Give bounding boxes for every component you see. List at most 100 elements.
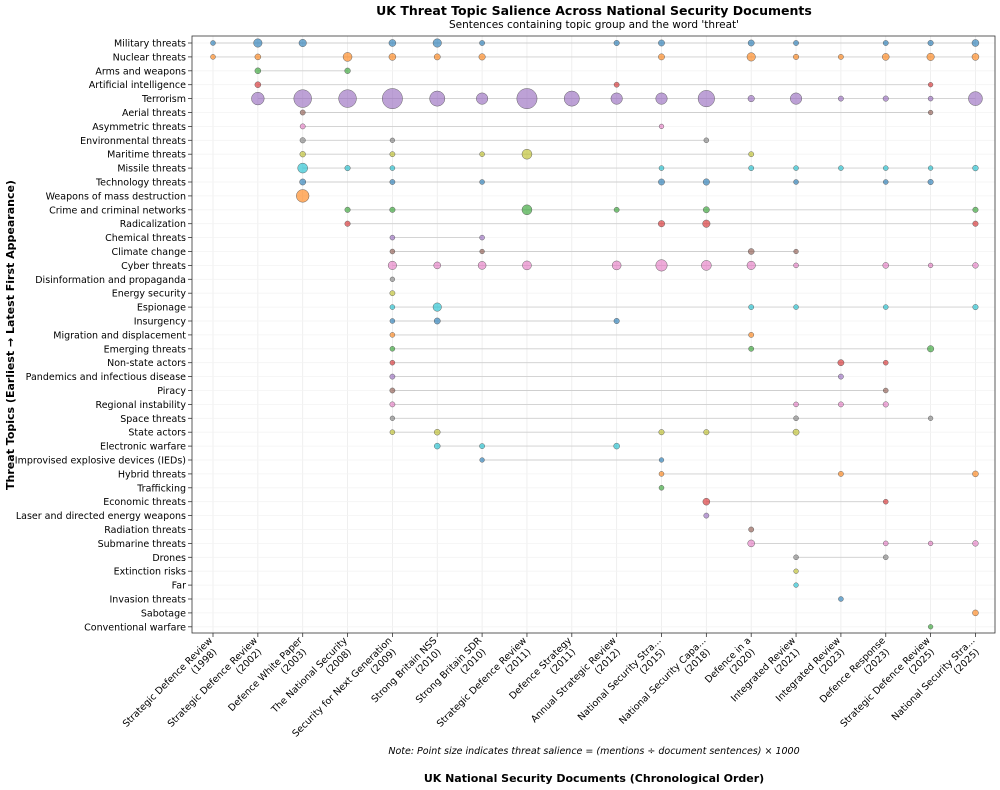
y-tick-label: State actors — [128, 428, 186, 439]
data-point — [479, 179, 485, 185]
data-point — [927, 262, 934, 268]
y-tick-label: Emerging threats — [104, 344, 186, 355]
y-tick-label: Artificial intelligence — [89, 80, 186, 91]
data-point — [253, 38, 263, 48]
data-point — [882, 262, 889, 269]
data-point — [338, 89, 357, 108]
data-point — [927, 95, 934, 102]
data-point — [389, 304, 396, 310]
y-tick-label: Crime and criminal networks — [49, 205, 186, 216]
data-point — [387, 260, 397, 270]
data-point — [972, 304, 979, 311]
data-point — [927, 415, 934, 421]
data-point — [746, 260, 756, 270]
y-tick-label: Weapons of mass destruction — [46, 191, 186, 202]
data-point — [254, 81, 262, 88]
data-point — [927, 624, 934, 630]
y-tick-label: Submarine threats — [98, 539, 186, 550]
data-point — [389, 346, 396, 352]
data-point — [429, 90, 446, 107]
data-point — [703, 429, 710, 436]
data-point — [389, 276, 395, 282]
data-point — [927, 40, 934, 46]
data-point — [210, 40, 216, 46]
data-point — [927, 540, 934, 547]
data-point — [790, 92, 803, 105]
data-point — [972, 609, 979, 617]
data-point — [883, 359, 889, 366]
x-tick-label-name: National Security Capa... — [617, 635, 708, 726]
data-point — [972, 470, 979, 478]
data-point — [927, 165, 934, 171]
data-point — [793, 554, 799, 561]
y-tick-label: Insurgency — [134, 317, 187, 328]
data-point — [658, 123, 665, 130]
y-tick-label: Aerial threats — [122, 108, 186, 119]
data-point — [793, 415, 799, 422]
data-point — [838, 471, 844, 477]
data-point — [296, 189, 310, 203]
data-point — [702, 497, 711, 506]
y-tick-label: Espionage — [137, 303, 186, 314]
data-point — [971, 53, 980, 61]
data-point — [703, 137, 710, 144]
x-tick-label-name: National Security Stra... — [890, 635, 978, 723]
data-point — [613, 206, 620, 213]
data-point — [655, 259, 668, 272]
data-point — [748, 165, 755, 171]
data-point — [748, 332, 755, 338]
data-point — [389, 234, 396, 241]
data-point — [748, 345, 755, 352]
y-tick-label: Extinction risks — [114, 567, 186, 578]
data-point — [655, 92, 668, 105]
data-point — [299, 123, 306, 130]
data-point — [344, 165, 351, 172]
y-tick-labels: Military threats Nuclear threats Arms and … — [15, 39, 192, 633]
y-tick-label: Improvised explosive devices (IEDs) — [15, 456, 186, 467]
data-point — [927, 345, 935, 353]
data-point — [882, 53, 890, 61]
x-tick-label-name: Annual Strategic Review — [529, 635, 619, 725]
data-point — [613, 318, 620, 324]
y-axis-label: Threat Topics (Earliest → Latest First A… — [4, 180, 17, 490]
data-point — [838, 165, 844, 171]
data-point — [971, 39, 980, 47]
chart-subtitle: Sentences containing topic group and the… — [449, 19, 739, 31]
data-point — [883, 179, 889, 185]
data-point — [972, 540, 979, 547]
data-point — [434, 428, 441, 436]
data-point — [613, 81, 620, 88]
data-point — [521, 204, 533, 216]
data-point — [747, 539, 755, 548]
data-point — [748, 526, 755, 533]
y-tick-label: Sabotage — [141, 608, 186, 619]
data-point — [701, 260, 712, 271]
data-point — [658, 39, 665, 47]
data-point — [432, 302, 442, 312]
data-point — [293, 89, 312, 108]
y-tick-label: Nuclear threats — [113, 52, 186, 63]
data-point — [344, 67, 351, 74]
data-point — [747, 248, 755, 255]
data-point — [476, 92, 489, 105]
data-point — [883, 165, 889, 171]
data-point — [658, 485, 665, 491]
data-point — [882, 40, 889, 46]
data-point — [344, 206, 351, 213]
data-point — [702, 219, 711, 228]
y-tick-label: Military threats — [114, 39, 186, 50]
data-point — [344, 220, 351, 227]
data-points — [210, 38, 983, 630]
data-point — [972, 262, 979, 269]
data-point — [838, 373, 844, 380]
data-point — [389, 415, 395, 421]
data-point — [388, 39, 397, 47]
data-point — [433, 53, 441, 61]
data-point — [882, 95, 889, 102]
chart-note: Note: Point size indicates threat salien… — [388, 746, 799, 757]
data-point — [972, 206, 979, 213]
data-point — [254, 53, 262, 61]
data-point — [389, 401, 396, 408]
data-point — [972, 165, 979, 172]
data-point — [251, 91, 265, 106]
